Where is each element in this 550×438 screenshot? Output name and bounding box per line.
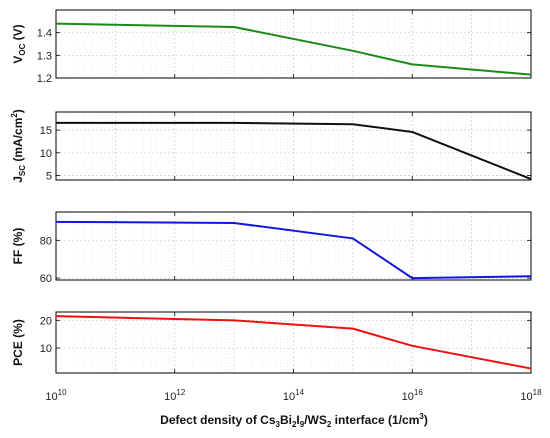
y-tick-label: 80 <box>40 235 52 247</box>
plot-frame <box>55 9 532 79</box>
y-tick-label: 1.3 <box>37 50 52 62</box>
plot-frame <box>55 211 532 281</box>
x-tick-label: 1012 <box>164 388 186 403</box>
x-tick-label: 1016 <box>402 388 424 403</box>
y-axis-label: JSC (mA/cm2) <box>10 109 27 183</box>
y-tick-label: 60 <box>40 273 52 285</box>
y-tick-label: 20 <box>40 315 52 327</box>
panel-3: 60 80 FF (%) <box>11 211 532 285</box>
series-line <box>56 121 532 181</box>
x-tick-label: 1018 <box>520 388 542 403</box>
x-tick-label: 1010 <box>45 388 67 403</box>
panel-2: 5 10 15 JSC (mA/cm2) <box>10 109 532 183</box>
y-axis-label: FF (%) <box>11 228 25 265</box>
x-tick-label: 1014 <box>283 388 305 403</box>
y-axis-label: VOC (V) <box>11 24 27 63</box>
y-axis-label: PCE (%) <box>11 319 25 366</box>
panel-4: 10 20 PCE (%) <box>11 311 532 374</box>
y-tick-label: 15 <box>40 125 52 137</box>
panel-1: 1.2 1.3 1.4 VOC (V) <box>11 9 532 85</box>
y-tick-label: 1.4 <box>37 28 52 40</box>
x-axis-label: Defect density of Cs3Bi2I9/WS2 interface… <box>160 412 428 429</box>
y-tick-label: 10 <box>40 148 52 160</box>
plot-frame <box>55 111 532 181</box>
plot-frame <box>55 311 532 374</box>
y-tick-label: 5 <box>46 170 52 182</box>
y-tick-label: 1.2 <box>37 73 52 85</box>
y-tick-label: 10 <box>40 343 52 355</box>
